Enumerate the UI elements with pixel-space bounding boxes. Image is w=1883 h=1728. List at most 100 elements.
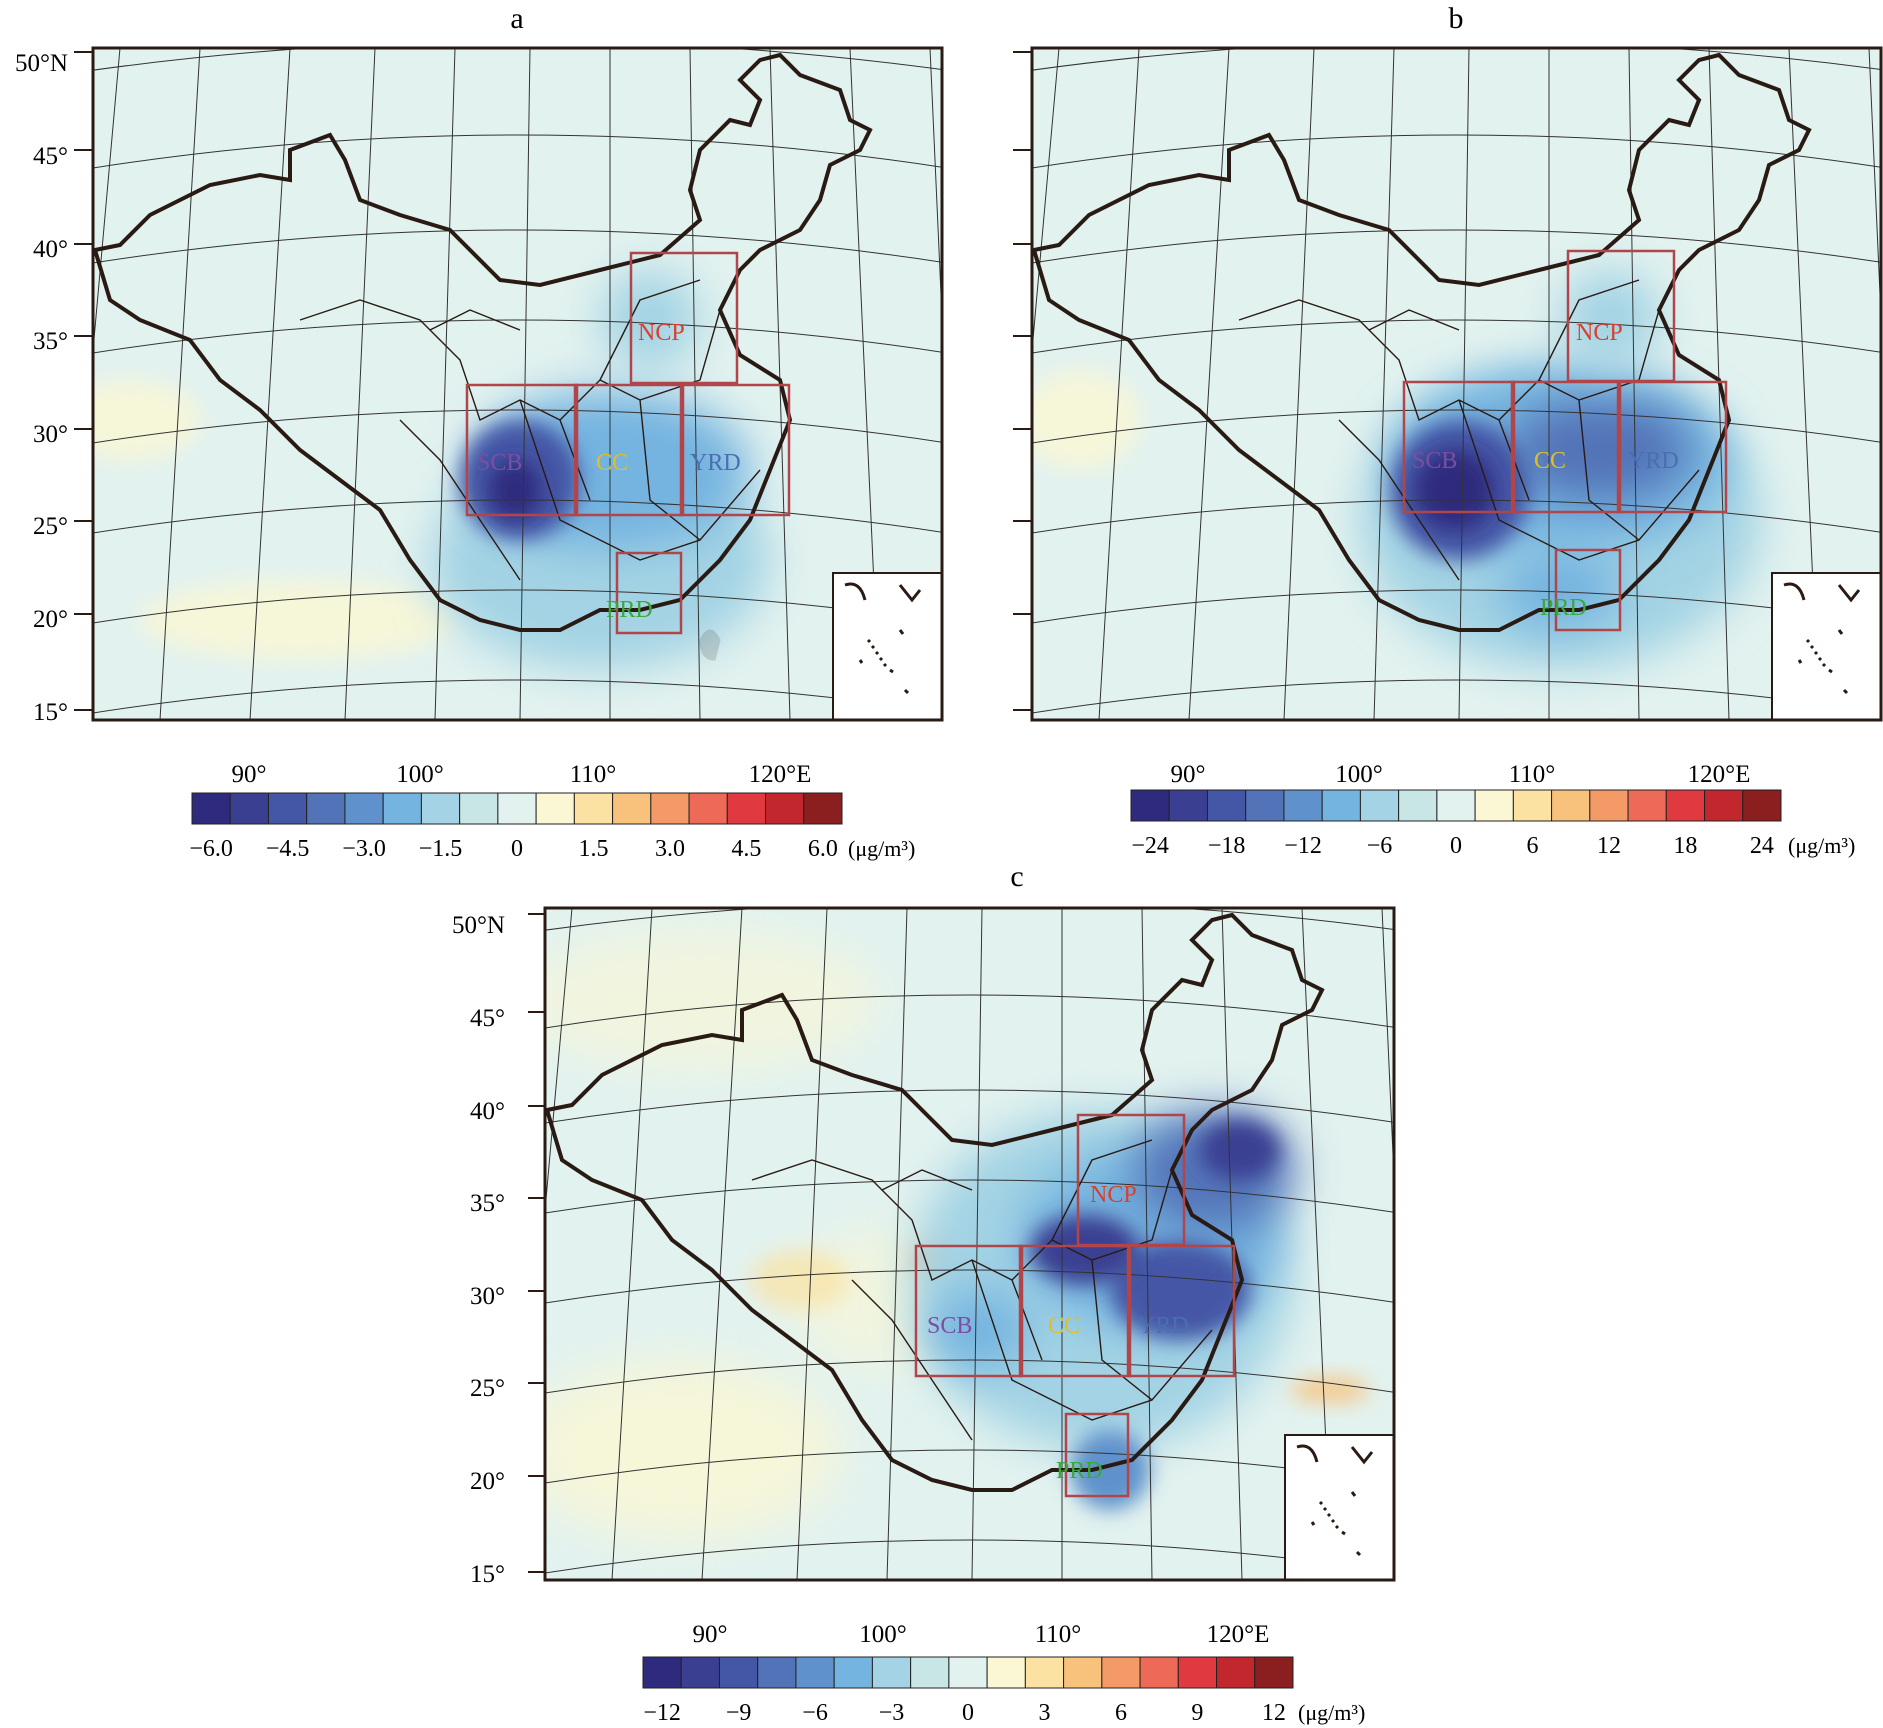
colorbar-tick-label: 3: [1038, 1700, 1050, 1726]
colorbar-tick-label: 6: [1526, 833, 1538, 859]
colorbar-swatch: [1024, 1656, 1065, 1689]
panel-title: c: [1010, 860, 1023, 893]
colorbar-swatch: [688, 792, 728, 825]
colorbar-tick-label: 0: [962, 1700, 974, 1726]
lat-label: 20°: [33, 606, 68, 633]
colorbar-tick-label: −9: [726, 1700, 752, 1726]
colorbar-swatch: [191, 792, 231, 825]
lat-label: 45°: [470, 1005, 505, 1032]
region-label-scb: SCB: [927, 1313, 972, 1339]
region-labels: NCP SCB CC YRD PRD: [927, 1182, 1189, 1484]
inset-map: [832, 572, 943, 721]
region-boxes: [465, 251, 791, 635]
colorbar-swatch: [948, 1656, 988, 1689]
region-box-scb: [914, 1244, 1024, 1378]
region-box-prd: [615, 551, 683, 635]
inset-map: [1284, 1434, 1395, 1581]
region-label-cc: CC: [596, 450, 628, 476]
colorbar-tick-label: 12: [1262, 1700, 1286, 1726]
lon-axis: 90° 100° 110° 120°E: [1171, 761, 1751, 788]
region-label-ncp: NCP: [1576, 320, 1623, 346]
colorbar-tick-label: 4.5: [731, 836, 761, 862]
lat-label: 15°: [470, 1561, 505, 1588]
colorbar-swatch: [1101, 1656, 1141, 1689]
colorbar-swatch: [1130, 789, 1170, 822]
region-label-cc: CC: [1534, 448, 1566, 474]
colorbar-swatch: [680, 1656, 720, 1689]
colorbar-swatch: [1245, 789, 1285, 822]
region-box-cc: [1510, 380, 1622, 514]
colorbar-tick-label: −6: [1367, 833, 1393, 859]
region-box-cc: [1018, 1244, 1132, 1378]
colorbar-swatch: [1139, 1656, 1179, 1689]
colorbar-swatch: [871, 1656, 912, 1689]
colorbar-swatch: [612, 792, 652, 825]
colorbar-tick-label: 0: [511, 836, 523, 862]
region-labels: NCP SCB CC YRD PRD: [477, 320, 741, 623]
colorbar-swatch: [1063, 1656, 1103, 1689]
concentration-field: [1032, 270, 1760, 670]
colorbar: −12 −9 −6 −3 0 3 6 9 12 (μg/m³): [642, 1656, 1365, 1726]
colorbar-swatch: [1742, 789, 1782, 822]
colorbar-swatch: [1436, 789, 1476, 822]
panel-title: a: [510, 2, 523, 35]
region-label-prd: PRD: [1056, 1458, 1103, 1484]
concentration-field: [545, 930, 1370, 1540]
colorbar-swatch: [833, 1656, 873, 1689]
colorbar-tick-label: −6: [802, 1700, 828, 1726]
colorbar-swatch: [910, 1656, 950, 1689]
colorbar-swatch: [497, 792, 537, 825]
panel-c: c: [452, 860, 1396, 1726]
colorbar-swatch: [795, 1656, 835, 1689]
lon-label: 110°: [1509, 761, 1556, 788]
panel-title: b: [1449, 2, 1464, 35]
colorbar-swatch: [757, 1656, 797, 1689]
colorbar-swatch: [1398, 789, 1438, 822]
colorbar-tick-label: 9: [1191, 1700, 1203, 1726]
region-label-yrd: YRD: [1628, 448, 1679, 474]
colorbar-tick-label: −24: [1131, 833, 1169, 859]
colorbar-swatch: [1589, 789, 1629, 822]
lat-label: 25°: [33, 513, 68, 540]
colorbar-tick-label: 6.0: [808, 836, 838, 862]
colorbar-swatch: [306, 792, 346, 825]
region-label-prd: PRD: [1540, 595, 1587, 621]
lon-label: 90°: [1171, 761, 1206, 788]
lat-ticks: [528, 913, 545, 1573]
region-box-yrd: [679, 383, 791, 517]
region-box-ncp: [629, 251, 739, 385]
lon-label: 120°E: [1688, 761, 1751, 788]
lat-label: 40°: [33, 236, 68, 263]
colorbar-swatch: [1168, 789, 1208, 822]
colorbar-swatch: [765, 792, 805, 825]
colorbar-tick-label: 3.0: [655, 836, 685, 862]
lat-label: 30°: [470, 1283, 505, 1310]
lon-label: 110°: [1035, 1621, 1082, 1648]
lon-axis: 90° 100° 110° 120°E: [693, 1621, 1270, 1648]
region-boxes: [914, 1113, 1236, 1498]
colorbar-swatch: [382, 792, 422, 825]
lat-label: 40°: [470, 1098, 505, 1125]
lat-label: 50°N: [15, 50, 68, 77]
colorbar-swatch: [642, 1656, 682, 1689]
colorbar-tick-label: 0: [1450, 833, 1462, 859]
china-border: [92, 52, 873, 661]
panel-b: b: [1013, 2, 1883, 859]
region-label-cc: CC: [1048, 1313, 1080, 1339]
lat-ticks: [1013, 51, 1032, 711]
colorbar-unit: (μg/m³): [1788, 833, 1855, 858]
colorbar-swatch: [650, 792, 690, 825]
colorbar-tick-label: −3.0: [342, 836, 386, 862]
lat-label: 25°: [470, 1375, 505, 1402]
lat-ticks: [74, 51, 93, 711]
china-border: [544, 912, 1325, 1492]
lat-label: 15°: [33, 699, 68, 726]
map-border: [543, 906, 1396, 1582]
region-label-ncp: NCP: [638, 320, 685, 346]
colorbar-swatch: [229, 792, 269, 825]
region-labels: NCP SCB CC YRD PRD: [1412, 320, 1679, 621]
colorbar-tick-label: 1.5: [578, 836, 608, 862]
colorbar: −6.0 −4.5 −3.0 −1.5 0 1.5 3.0 4.5 6.0 (μg/m³): [189, 792, 915, 862]
region-label-scb: SCB: [477, 450, 522, 476]
